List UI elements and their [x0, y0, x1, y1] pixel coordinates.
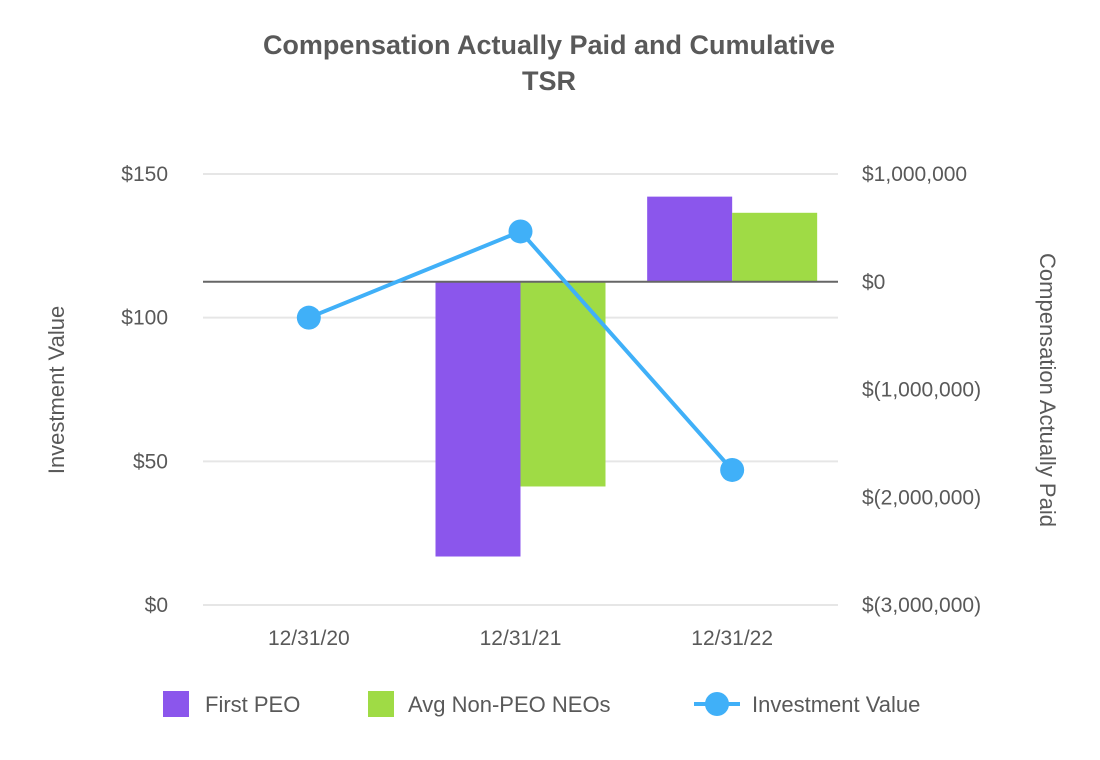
investment-value-point	[296, 305, 321, 330]
right-tick-label: $0	[862, 271, 885, 294]
legend-label-first-peo: First PEO	[205, 692, 300, 717]
x-tick-label: 12/31/21	[480, 627, 562, 650]
bar-avg-non-peo-neos	[732, 212, 818, 282]
left-tick-label: $150	[121, 163, 168, 186]
legend-label-investment-value: Investment Value	[752, 692, 920, 717]
legend-swatch-first-peo	[163, 691, 189, 717]
investment-value-point	[720, 457, 745, 482]
investment-value-point	[508, 219, 533, 244]
bar-first-peo	[435, 281, 521, 557]
bar-first-peo	[647, 196, 733, 282]
x-tick-label: 12/31/20	[268, 627, 350, 650]
legend-swatch-avg-non-peo-neos	[368, 691, 394, 717]
left-axis-label: Investment Value	[44, 306, 69, 474]
right-axis-label: Compensation Actually Paid	[1035, 253, 1060, 527]
x-tick-label: 12/31/22	[691, 627, 773, 650]
chart-title-line-1: Compensation Actually Paid and Cumulativ…	[263, 30, 835, 60]
right-tick-label: $(3,000,000)	[862, 594, 981, 617]
legend-label-avg-non-peo-neos: Avg Non-PEO NEOs	[408, 692, 611, 717]
left-tick-label: $0	[145, 594, 168, 617]
right-tick-label: $(2,000,000)	[862, 486, 981, 509]
left-tick-label: $50	[133, 450, 168, 473]
left-tick-label: $100	[121, 307, 168, 330]
chart-title-line-2: TSR	[522, 66, 576, 96]
right-tick-label: $1,000,000	[862, 163, 967, 186]
right-tick-label: $(1,000,000)	[862, 379, 981, 402]
legend-marker-investment-value	[705, 692, 729, 716]
bar-avg-non-peo-neos	[520, 281, 606, 487]
